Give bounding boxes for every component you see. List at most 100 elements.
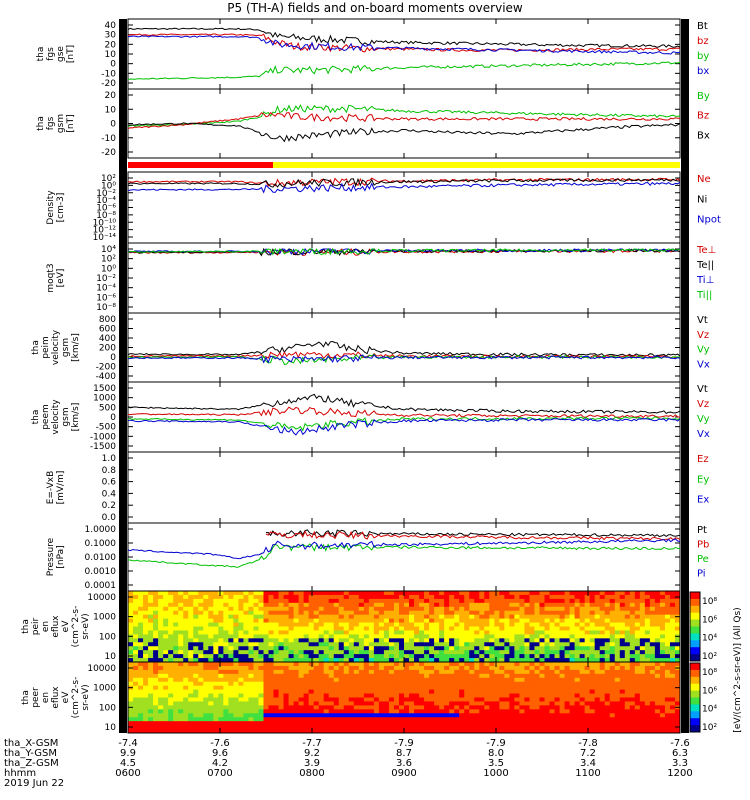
colorbar-segment	[690, 711, 700, 719]
heatmap-cell	[258, 725, 264, 730]
heatmap-cell	[378, 618, 385, 624]
legend-bz: bz	[697, 36, 709, 47]
heatmap-cell	[429, 709, 435, 714]
heatmap-cell	[659, 654, 666, 659]
heatmap-cell	[298, 602, 305, 608]
status-bar-red	[128, 162, 273, 168]
heatmap-cell	[659, 658, 666, 663]
heatmap-cell	[434, 681, 440, 687]
heatmap-cell	[228, 669, 234, 675]
heatmap-cell	[469, 701, 475, 706]
heatmap-cell	[133, 662, 139, 667]
heatmap-cell	[353, 681, 360, 687]
heatmap-cell	[564, 642, 571, 647]
heatmap-cell	[579, 697, 586, 702]
heatmap-cell	[358, 725, 365, 730]
heatmap-cell	[313, 622, 320, 627]
heatmap-cell	[353, 602, 360, 608]
heatmap-cell	[544, 638, 551, 643]
heatmap-cell	[579, 646, 586, 651]
ephemeris-value: 1200	[667, 768, 692, 779]
heatmap-cell	[404, 729, 410, 734]
heatmap-cell	[584, 614, 591, 620]
heatmap-cell	[198, 650, 204, 655]
heatmap-cell	[439, 638, 445, 643]
heatmap-cell	[444, 614, 450, 620]
heatmap-cell	[649, 701, 656, 706]
heatmap-cell	[594, 618, 601, 624]
heatmap-cell	[504, 681, 510, 687]
heatmap-cell	[484, 602, 490, 608]
heatmap-cell	[624, 677, 631, 683]
heatmap-cell	[253, 618, 259, 624]
heatmap-cell	[504, 697, 510, 702]
heatmap-cell	[554, 677, 561, 683]
heatmap-cell	[193, 626, 199, 631]
heatmap-cell	[599, 610, 606, 616]
heatmap-cell	[398, 642, 405, 647]
heatmap-cell	[404, 673, 410, 679]
heatmap-cell	[293, 654, 300, 659]
heatmap-cell	[629, 634, 636, 639]
heatmap-cell	[459, 705, 465, 710]
heatmap-cell	[404, 677, 410, 683]
heatmap-cell	[358, 614, 365, 620]
heatmap-cell	[634, 642, 641, 647]
heatmap-cell	[158, 725, 164, 730]
heatmap-cell	[564, 713, 571, 718]
heatmap-cell	[143, 725, 149, 730]
heatmap-cell	[604, 673, 611, 679]
heatmap-cell	[429, 673, 435, 679]
heatmap-cell	[404, 725, 410, 730]
heatmap-cell	[228, 709, 234, 714]
heatmap-cell	[564, 602, 571, 608]
heatmap-cell	[529, 622, 535, 627]
heatmap-cell	[153, 602, 159, 608]
heatmap-cell	[614, 642, 621, 647]
heatmap-cell	[514, 634, 520, 639]
heatmap-cell	[238, 610, 244, 616]
heatmap-cell	[398, 725, 405, 730]
heatmap-cell	[654, 634, 661, 639]
heatmap-cell	[504, 693, 510, 698]
heatmap-cell	[318, 646, 325, 651]
heatmap-cell	[559, 634, 566, 639]
legend-Ex: Ex	[697, 495, 709, 506]
heatmap-cell	[278, 598, 285, 604]
heatmap-cell	[564, 650, 571, 655]
heatmap-cell	[138, 634, 144, 639]
heatmap-cell	[148, 673, 154, 679]
heatmap-cell	[554, 618, 561, 624]
heatmap-cell	[373, 693, 380, 698]
heatmap-cell	[644, 665, 651, 671]
heatmap-cell	[333, 677, 340, 683]
heatmap-cell	[669, 622, 676, 627]
heatmap-cell	[534, 598, 540, 604]
heatmap-cell	[253, 725, 259, 730]
heatmap-cell	[358, 642, 365, 647]
ephemeris-value: 7.2	[580, 748, 596, 759]
heatmap-cell	[534, 634, 540, 639]
heatmap-cell	[268, 614, 275, 620]
heatmap-cell	[454, 610, 460, 616]
heatmap-cell	[138, 685, 144, 691]
heatmap-cell	[649, 689, 656, 695]
heatmap-cell	[258, 697, 264, 702]
y-tick-label: 0.1000	[85, 539, 117, 549]
heatmap-cell	[424, 693, 430, 698]
heatmap-cell	[409, 638, 415, 643]
heatmap-cell	[454, 602, 460, 608]
heatmap-cell	[348, 594, 355, 600]
heatmap-cell	[559, 622, 566, 627]
heatmap-cell	[133, 721, 139, 726]
heatmap-cell	[434, 642, 440, 647]
heatmap-cell	[308, 705, 315, 710]
heatmap-cell	[404, 642, 410, 647]
heatmap-cell	[639, 594, 646, 600]
heatmap-cell	[223, 713, 229, 718]
heatmap-cell	[649, 618, 656, 624]
heatmap-cell	[484, 642, 490, 647]
heatmap-cell	[288, 658, 295, 663]
heatmap-cell	[228, 689, 234, 695]
y-axis-label-line: tha	[21, 690, 31, 705]
